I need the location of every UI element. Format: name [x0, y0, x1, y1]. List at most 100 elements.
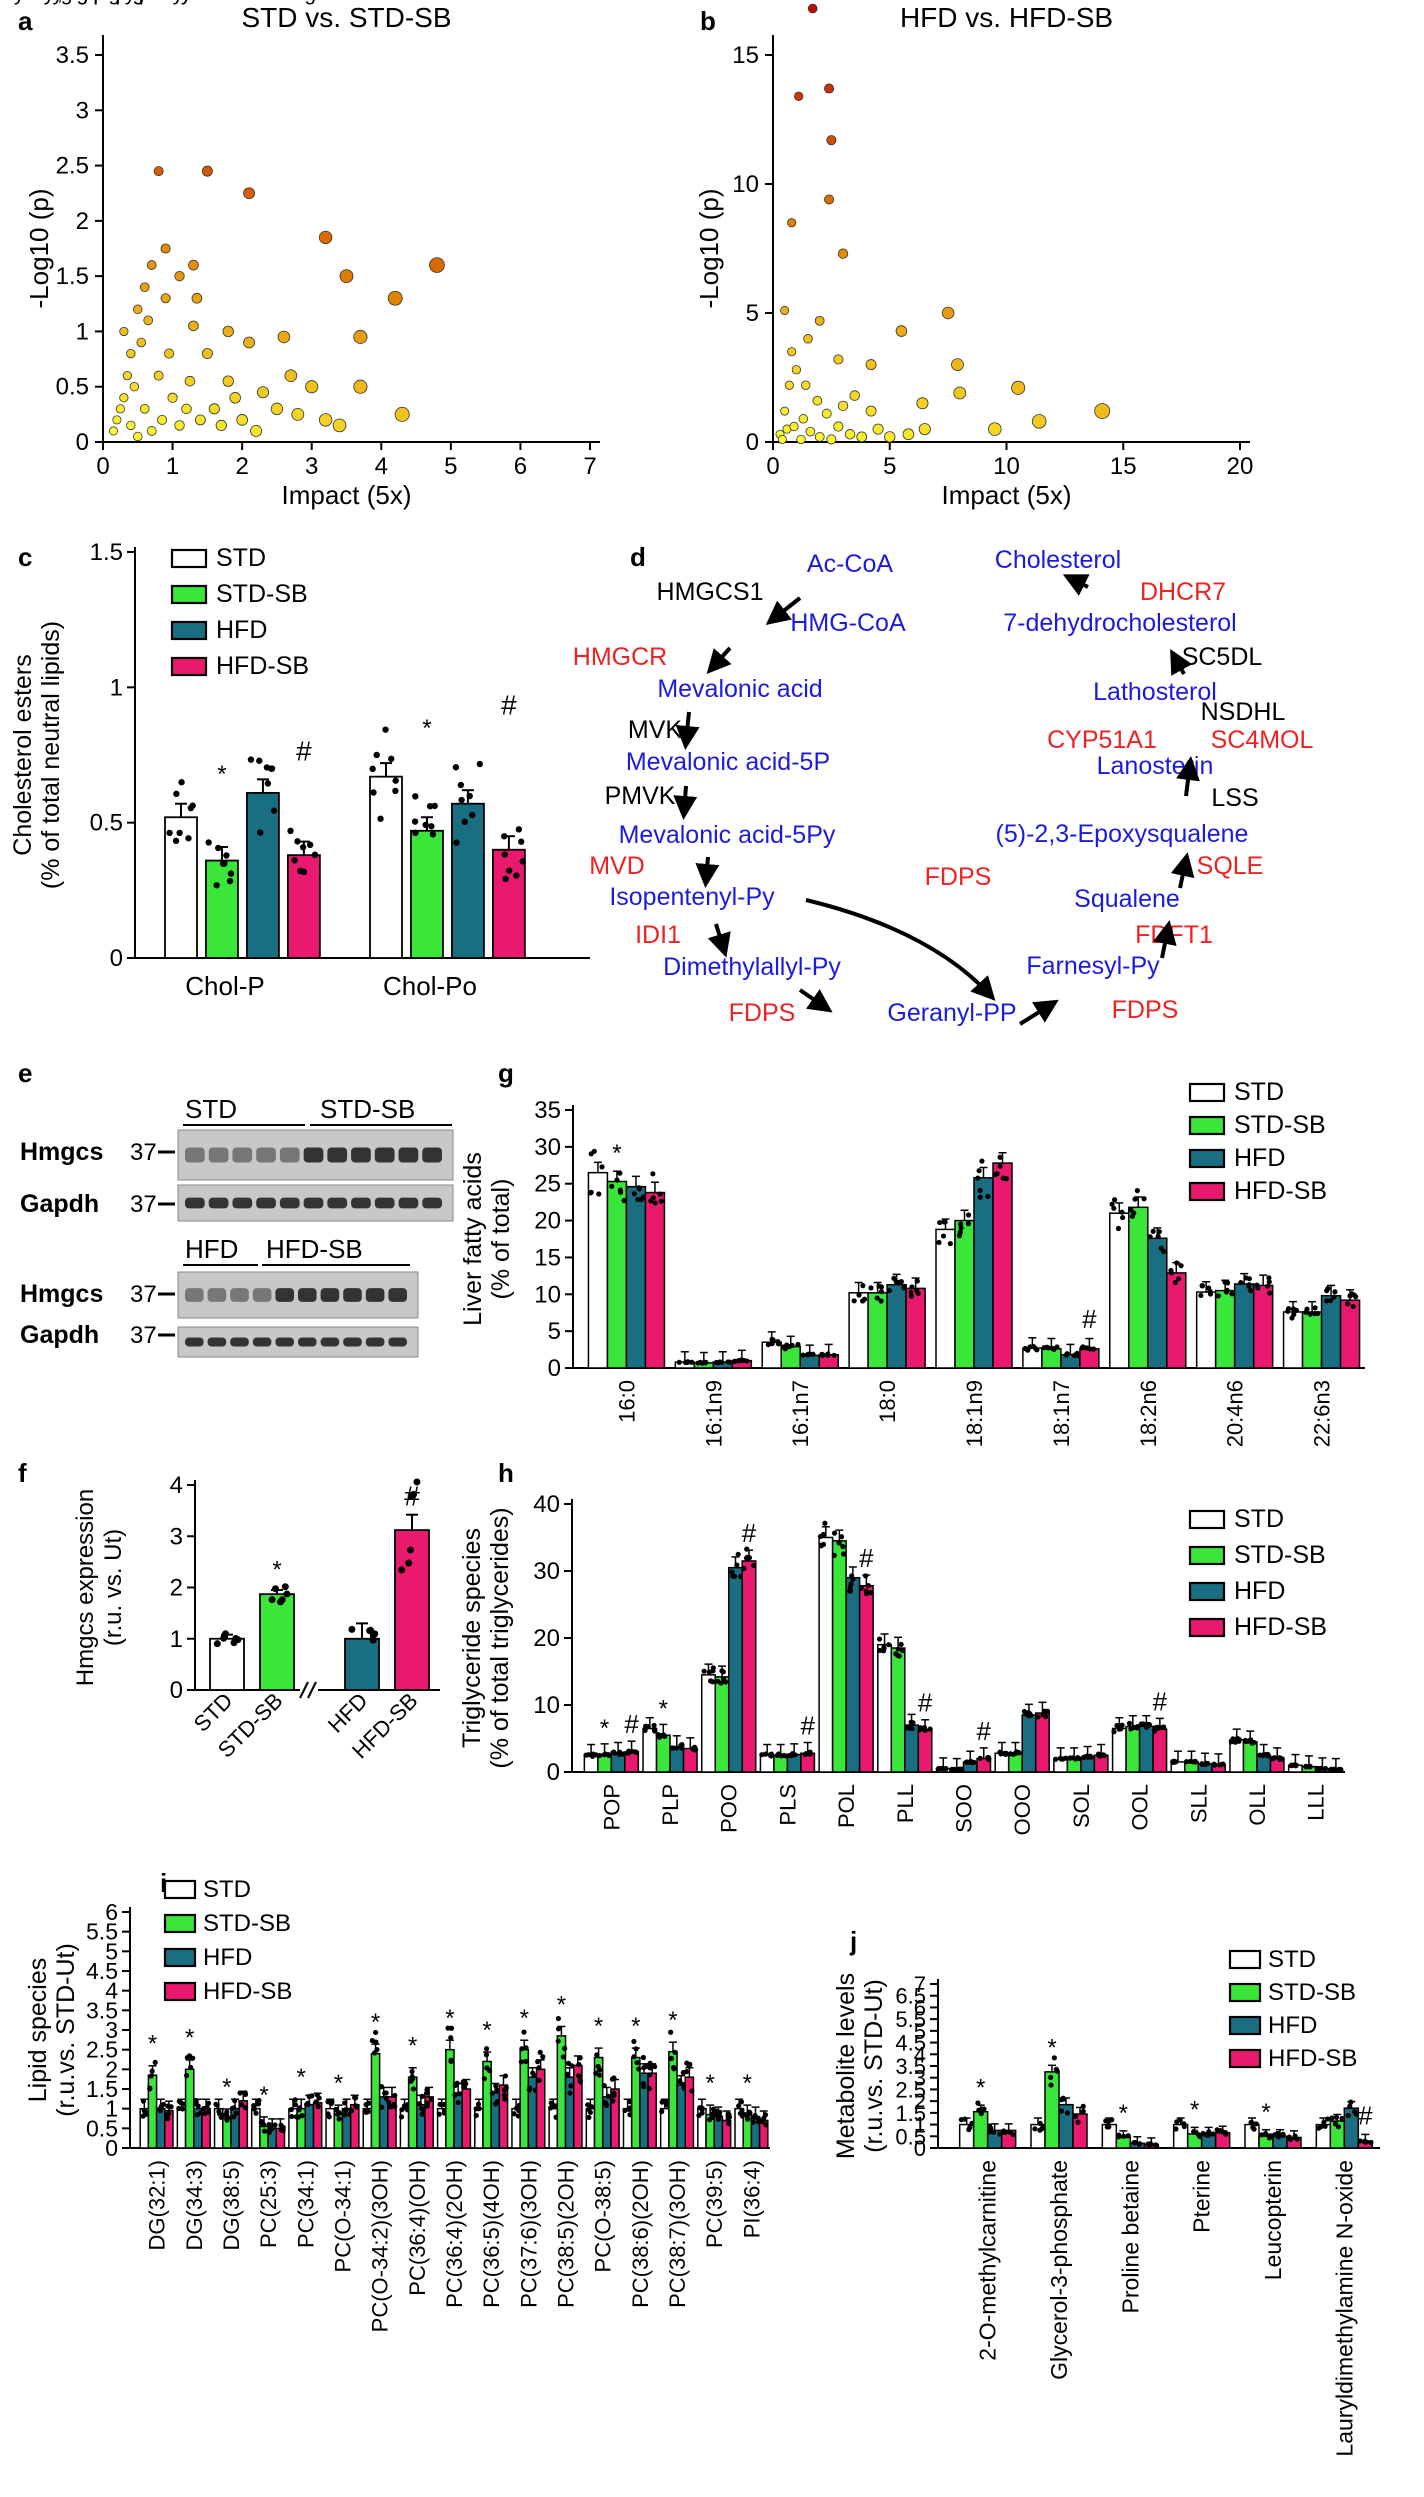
data-dot [1215, 1293, 1222, 1299]
scatter-point [139, 282, 150, 293]
data-dot [684, 2060, 690, 2066]
pathway-arrow [675, 711, 700, 750]
data-dot [858, 1585, 864, 1591]
bar [259, 1593, 295, 1691]
data-dot [560, 2054, 566, 2060]
data-dot [671, 2066, 677, 2072]
data-dot [1321, 2119, 1327, 2125]
pathway-enzyme-regulated: FDPS [729, 999, 796, 1027]
blot-band [208, 1147, 229, 1163]
y-tick-label: 25 [534, 1171, 561, 1198]
data-dot [874, 1295, 880, 1301]
pathway-enzyme: PMVK [605, 782, 676, 810]
data-dot [696, 2112, 702, 2119]
data-dot [473, 2112, 479, 2119]
data-dot [1292, 2135, 1298, 2141]
significance-marker: * [659, 1695, 668, 1722]
scatter-point [824, 83, 835, 94]
data-dot [325, 2099, 331, 2105]
y-tick-label: 3 [914, 2066, 926, 2091]
data-dot [149, 2068, 155, 2074]
bar [1166, 1272, 1187, 1369]
scatter-point [812, 395, 823, 406]
data-dot [409, 2068, 415, 2075]
data-dot [577, 2055, 583, 2061]
bar [378, 2096, 389, 2149]
data-dot [363, 2109, 369, 2115]
data-dot [424, 2087, 430, 2093]
mw-marker: 37 [130, 1139, 157, 1166]
scatter-point [174, 420, 185, 431]
data-dot [213, 1640, 221, 1648]
bar [209, 1637, 245, 1691]
data-dot [662, 1733, 668, 1740]
data-dot [436, 2111, 442, 2117]
data-dot [195, 2103, 201, 2109]
data-dot [886, 1287, 892, 1294]
bar [1034, 1712, 1050, 1773]
data-dot [266, 2129, 272, 2135]
y-tick-label: 2 [76, 208, 89, 235]
data-dot [1357, 2138, 1363, 2144]
data-dot [537, 2049, 543, 2055]
legend-label: HFD [1234, 1577, 1285, 1605]
data-dot [1183, 1759, 1190, 1765]
blot-band [298, 1337, 317, 1347]
panel-letter-b: b [700, 6, 716, 36]
data-dot [1253, 2121, 1259, 2127]
data-dot [386, 2099, 392, 2105]
data-dot [1147, 1234, 1153, 1240]
scatter-point [916, 397, 929, 410]
bar [1252, 1284, 1274, 1369]
data-dot [1034, 1347, 1040, 1353]
y-tick-label: 1.5 [90, 539, 123, 566]
y-tick-label: 3 [76, 97, 89, 124]
data-dot [410, 2086, 417, 2092]
data-dot [166, 829, 173, 837]
significance-marker: * [297, 2064, 306, 2091]
data-dot [738, 1357, 744, 1363]
data-dot [1136, 2141, 1142, 2147]
y-tick-label: 15 [534, 1244, 561, 1271]
data-dot [1132, 2139, 1138, 2146]
data-dot [564, 2071, 570, 2077]
data-dot [699, 1360, 705, 1366]
legend-swatch [170, 548, 208, 569]
blot-band [208, 1197, 229, 1209]
data-dot [515, 826, 523, 833]
significance-marker: * [217, 761, 226, 788]
data-dot [1195, 2131, 1201, 2138]
data-dot [672, 2049, 678, 2055]
data-dot [657, 1191, 663, 1197]
scatter-point [865, 405, 877, 417]
data-dot [268, 765, 276, 772]
data-dot [947, 1240, 953, 1247]
data-dot [289, 2113, 295, 2120]
scatter-point [133, 304, 143, 315]
y-tick-label: 1 [105, 2096, 118, 2122]
y-axis-label: Cholesterol esters(% of total neutral li… [9, 621, 65, 889]
significance-marker: * [1119, 2100, 1128, 2127]
data-dot [652, 1200, 658, 1206]
data-dot [388, 755, 395, 763]
legend-label: HFD-SB [1234, 1613, 1327, 1641]
data-dot [851, 1298, 857, 1304]
y-tick-label: 4.5 [895, 2031, 926, 2056]
data-dot [1116, 2132, 1122, 2138]
legend-swatch [1188, 1115, 1226, 1136]
y-tick-label: 6.5 [895, 1984, 926, 2009]
scatter-point [188, 320, 199, 332]
data-dot [1053, 1756, 1059, 1762]
category-label: 18:1n9 [962, 1380, 987, 1447]
scatter-point [807, 3, 818, 14]
scatter-point [222, 375, 234, 387]
data-dot [1022, 1345, 1028, 1352]
data-dot [1337, 1766, 1344, 1772]
data-dot [382, 2090, 388, 2096]
pathway-enzyme-regulated: HMGCR [573, 643, 667, 671]
data-dot [650, 1195, 656, 1201]
scatter-point [821, 408, 832, 419]
scatter-point [777, 434, 787, 444]
bar [684, 2076, 695, 2149]
data-dot [247, 756, 255, 763]
